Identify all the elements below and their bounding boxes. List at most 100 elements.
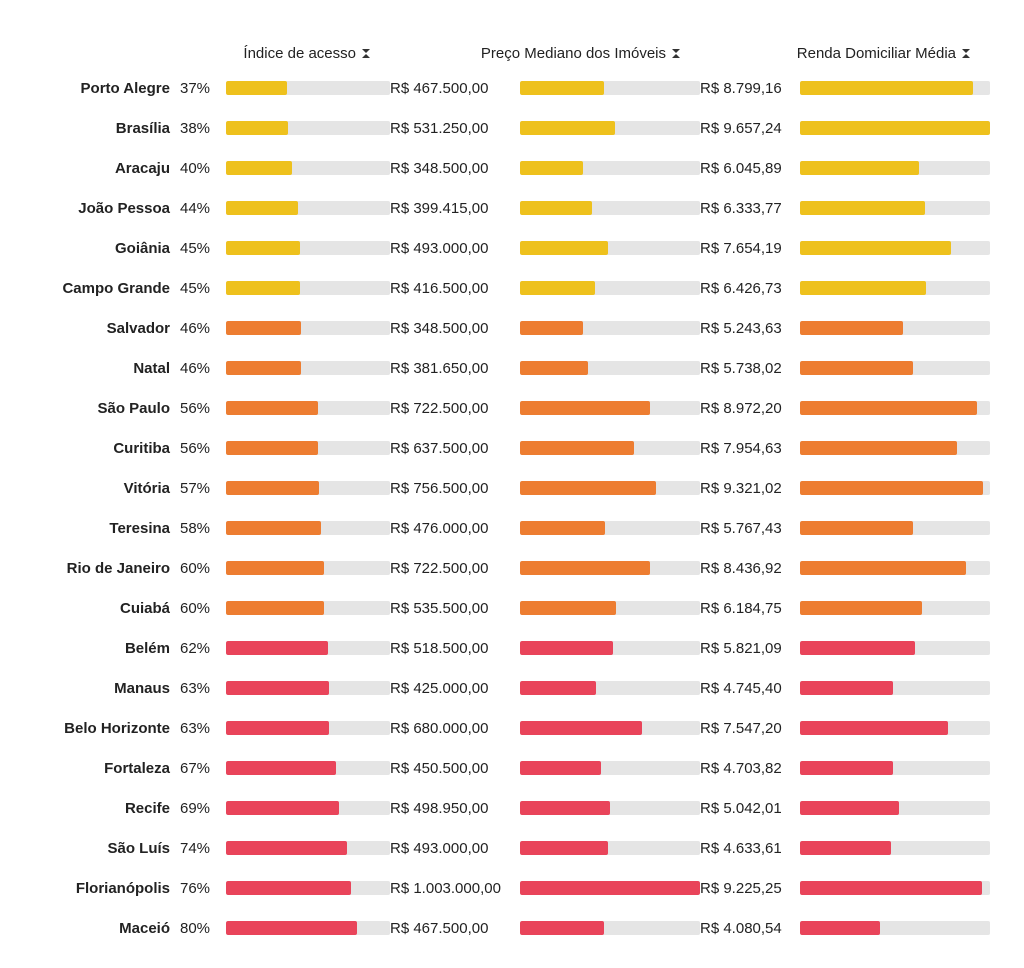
bar-fill [226, 881, 351, 895]
bar-track [800, 441, 990, 455]
data-cell: R$ 399.415,00 [390, 200, 700, 217]
bar-track [800, 161, 990, 175]
bar-fill [226, 521, 321, 535]
bar-track [520, 321, 700, 335]
bar-fill [520, 881, 700, 895]
cell-value: R$ 9.225,25 [700, 880, 800, 897]
bar-fill [226, 921, 357, 935]
renda-header-label: Renda Domiciliar Média [797, 45, 956, 62]
cell-value: R$ 467.500,00 [390, 80, 520, 97]
bar-track [226, 841, 390, 855]
data-cell: 45% [180, 240, 390, 257]
data-cell: R$ 467.500,00 [390, 80, 700, 97]
bar-fill [800, 881, 982, 895]
data-cell: R$ 6.426,73 [700, 280, 990, 297]
table-row: Fortaleza67%R$ 450.500,00R$ 4.703,82 [30, 748, 994, 788]
bar-track [520, 121, 700, 135]
bar-track [226, 481, 390, 495]
bar-fill [800, 201, 925, 215]
bar-track [226, 681, 390, 695]
bar-track [520, 801, 700, 815]
bar-fill [226, 801, 339, 815]
data-cell: 62% [180, 640, 390, 657]
bar-fill [800, 241, 951, 255]
bar-track [800, 361, 990, 375]
bar-track [800, 881, 990, 895]
bar-fill [800, 561, 966, 575]
cell-value: R$ 476.000,00 [390, 520, 520, 537]
bar-fill [520, 601, 616, 615]
cell-value: R$ 399.415,00 [390, 200, 520, 217]
data-cell: 58% [180, 520, 390, 537]
cell-value: R$ 531.250,00 [390, 120, 520, 137]
cell-value: 67% [180, 760, 226, 777]
city-label: Fortaleza [30, 760, 180, 777]
indice-column-header[interactable]: Índice de acesso [180, 45, 390, 62]
cell-value: R$ 8.799,16 [700, 80, 800, 97]
cell-value: R$ 4.633,61 [700, 840, 800, 857]
bar-fill [800, 161, 919, 175]
bar-track [226, 241, 390, 255]
data-cell: 80% [180, 920, 390, 937]
cell-value: 74% [180, 840, 226, 857]
bar-fill [800, 761, 893, 775]
bar-track [520, 281, 700, 295]
bar-fill [520, 721, 642, 735]
data-cell: R$ 5.738,02 [700, 360, 990, 377]
bar-fill [800, 681, 893, 695]
data-cell: R$ 493.000,00 [390, 840, 700, 857]
cell-value: 63% [180, 680, 226, 697]
city-label: Teresina [30, 520, 180, 537]
data-cell: R$ 1.003.000,00 [390, 880, 700, 897]
cell-value: 37% [180, 80, 226, 97]
cell-value: R$ 498.950,00 [390, 800, 520, 817]
cell-value: 56% [180, 440, 226, 457]
data-cell: 46% [180, 360, 390, 377]
data-cell: R$ 6.184,75 [700, 600, 990, 617]
cell-value: R$ 518.500,00 [390, 640, 520, 657]
table-row: Aracaju40%R$ 348.500,00R$ 6.045,89 [30, 148, 994, 188]
bar-fill [520, 441, 634, 455]
renda-column-header[interactable]: Renda Domiciliar Média [700, 45, 990, 62]
city-label: Aracaju [30, 160, 180, 177]
bar-track [800, 121, 990, 135]
cell-value: R$ 8.972,20 [700, 400, 800, 417]
cell-value: R$ 381.650,00 [390, 360, 520, 377]
cell-value: 60% [180, 560, 226, 577]
city-label: Recife [30, 800, 180, 817]
cell-value: R$ 9.321,02 [700, 480, 800, 497]
bar-fill [520, 681, 596, 695]
cell-value: R$ 4.745,40 [700, 680, 800, 697]
cell-value: R$ 722.500,00 [390, 560, 520, 577]
sort-icon[interactable] [672, 49, 682, 58]
bar-fill [520, 321, 583, 335]
bar-track [520, 161, 700, 175]
bar-fill [226, 241, 300, 255]
table-row: Belém62%R$ 518.500,00R$ 5.821,09 [30, 628, 994, 668]
sort-icon[interactable] [962, 49, 972, 58]
bar-track [520, 641, 700, 655]
city-label: Rio de Janeiro [30, 560, 180, 577]
city-label: Natal [30, 360, 180, 377]
bar-fill [226, 841, 347, 855]
table-row: Cuiabá60%R$ 535.500,00R$ 6.184,75 [30, 588, 994, 628]
bar-track [800, 241, 990, 255]
data-cell: 63% [180, 680, 390, 697]
cell-value: 40% [180, 160, 226, 177]
data-cell: R$ 7.954,63 [700, 440, 990, 457]
cell-value: R$ 6.333,77 [700, 200, 800, 217]
table-row: Curitiba56%R$ 637.500,00R$ 7.954,63 [30, 428, 994, 468]
bar-track [800, 81, 990, 95]
sort-icon[interactable] [362, 49, 372, 58]
data-cell: R$ 756.500,00 [390, 480, 700, 497]
data-cell: 37% [180, 80, 390, 97]
bar-track [800, 481, 990, 495]
bar-fill [226, 681, 329, 695]
data-cell: R$ 518.500,00 [390, 640, 700, 657]
data-cell: R$ 5.821,09 [700, 640, 990, 657]
cell-value: R$ 4.703,82 [700, 760, 800, 777]
city-label: Maceió [30, 920, 180, 937]
bar-track [800, 601, 990, 615]
preco-column-header[interactable]: Preço Mediano dos Imóveis [390, 45, 700, 62]
data-cell: 63% [180, 720, 390, 737]
